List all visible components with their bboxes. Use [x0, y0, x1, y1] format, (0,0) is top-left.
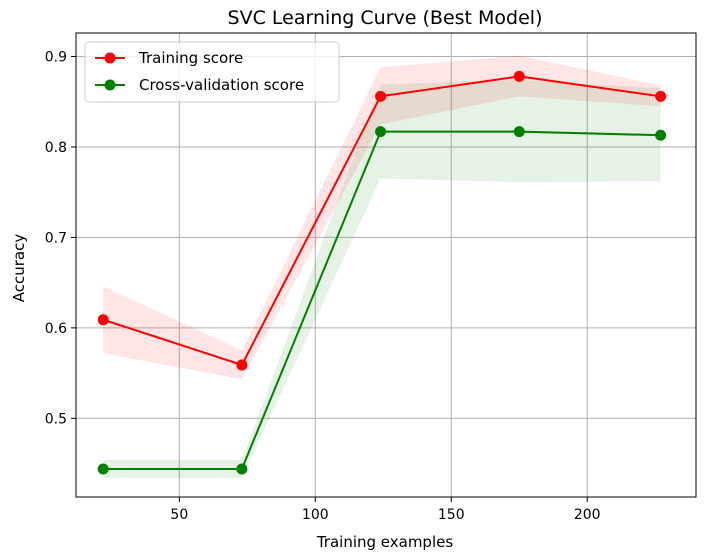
point-series-1	[513, 70, 525, 82]
series-points	[97, 70, 667, 475]
point-series-2	[513, 126, 525, 138]
legend-box	[84, 41, 340, 103]
point-series-1	[236, 359, 248, 371]
legend-label: Cross-validation score	[139, 76, 304, 94]
legend-marker	[104, 52, 116, 64]
confidence-bands	[103, 55, 661, 479]
point-series-2	[97, 463, 109, 475]
legend-marker	[104, 79, 116, 91]
point-series-2	[375, 126, 387, 138]
y-tick-label: 0.5	[45, 411, 67, 427]
point-series-2	[236, 463, 248, 475]
y-tick-label: 0.9	[45, 50, 67, 66]
point-series-1	[655, 90, 667, 102]
x-axis-ticks: 50 100 150 200	[170, 497, 601, 523]
x-tick-label: 150	[438, 507, 465, 523]
chart-title: SVC Learning Curve (Best Model)	[228, 7, 543, 29]
y-tick-label: 0.7	[45, 230, 67, 246]
grid-lines	[76, 33, 696, 497]
legend-label: Training score	[138, 49, 243, 67]
x-tick-label: 200	[574, 507, 601, 523]
y-tick-label: 0.6	[45, 321, 67, 337]
point-series-1	[375, 90, 387, 102]
x-tick-label: 100	[302, 507, 329, 523]
point-series-1	[97, 314, 109, 326]
legend: Training score Cross-validation score	[84, 41, 340, 103]
y-axis-label: Accuracy	[10, 234, 28, 303]
band-series-2	[103, 80, 661, 479]
point-series-2	[655, 129, 667, 141]
x-axis-label: Training examples	[316, 533, 454, 551]
x-tick-label: 50	[170, 507, 188, 523]
y-axis-ticks: 0.5 0.6 0.7 0.8 0.9	[45, 50, 76, 427]
plot-area-frame	[75, 32, 697, 498]
y-tick-label: 0.8	[45, 140, 67, 156]
